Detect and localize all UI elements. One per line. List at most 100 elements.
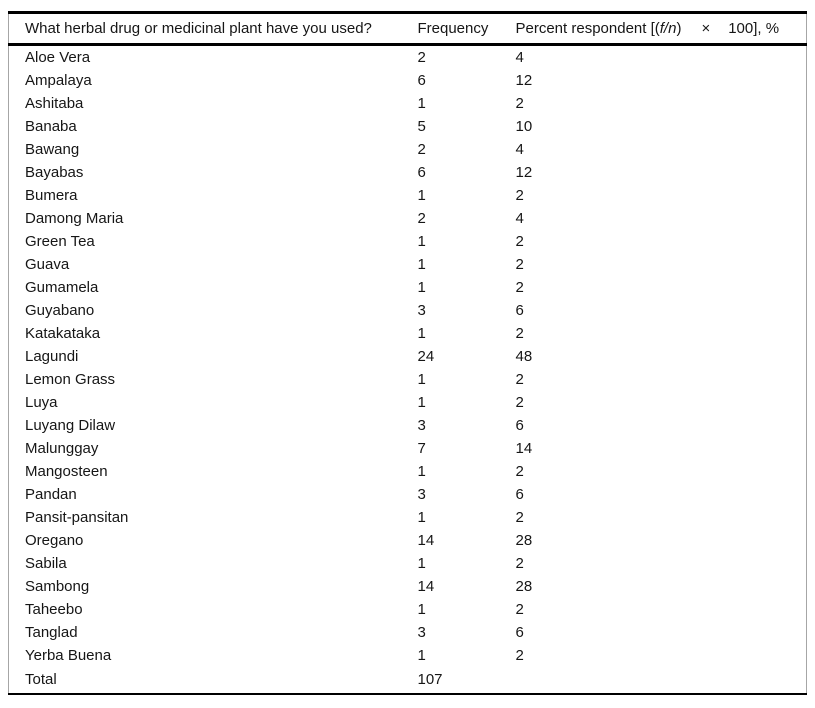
- percent-cell: 2: [515, 256, 524, 273]
- table-row: Sambong 14 28: [9, 575, 807, 598]
- table-row: Taheebo 1 2: [9, 598, 807, 621]
- percent-cell: 6: [515, 486, 524, 503]
- table-row: Malunggay 7 14: [9, 437, 807, 460]
- percent-cell: 2: [515, 394, 524, 411]
- percent-cell: 2: [515, 371, 524, 388]
- percent-cell: 10: [515, 118, 533, 135]
- frequency-cell: 1: [417, 601, 426, 618]
- total-frequency-cell: 107: [417, 671, 443, 688]
- table-row: Sabila 1 2: [9, 552, 807, 575]
- plant-name-cell: Ashitaba: [25, 95, 84, 112]
- percent-header-prefix: Percent respondent [(: [515, 20, 660, 37]
- table-row: Lemon Grass 1 2: [9, 368, 807, 391]
- table-row: Luyang Dilaw 3 6: [9, 414, 807, 437]
- frequency-cell: 2: [417, 49, 426, 66]
- frequency-cell: 3: [417, 624, 426, 641]
- table-row: Ampalaya 6 12: [9, 69, 807, 92]
- table-row: Aloe Vera 2 4: [9, 45, 807, 70]
- frequency-cell: 1: [417, 233, 426, 250]
- col-header-percent: Percent respondent [(f/n) × 100], %: [515, 12, 807, 46]
- percent-header-suffix: 100], %: [728, 20, 780, 37]
- frequency-cell: 2: [417, 210, 426, 227]
- frequency-cell: 1: [417, 555, 426, 572]
- plant-name-cell: Lagundi: [25, 348, 79, 365]
- percent-cell: 12: [515, 72, 533, 89]
- percent-cell: 6: [515, 417, 524, 434]
- frequency-cell: 24: [417, 348, 435, 365]
- plant-name-cell: Sabila: [25, 555, 67, 572]
- frequency-cell: 7: [417, 440, 426, 457]
- plant-name-cell: Bumera: [25, 187, 78, 204]
- plant-name-cell: Bayabas: [25, 164, 84, 181]
- percent-cell: 2: [515, 279, 524, 296]
- percent-cell: 12: [515, 164, 533, 181]
- table-row: Damong Maria 2 4: [9, 207, 807, 230]
- plant-name-cell: Taheebo: [25, 601, 83, 618]
- table-row: Banaba 5 10: [9, 115, 807, 138]
- plant-name-cell: Tanglad: [25, 624, 78, 641]
- plant-name-cell: Yerba Buena: [25, 647, 112, 664]
- table-row: Pansit-pansitan 1 2: [9, 506, 807, 529]
- plant-name-cell: Pansit-pansitan: [25, 509, 129, 526]
- plant-name-cell: Oregano: [25, 532, 84, 549]
- table-row: Bumera 1 2: [9, 184, 807, 207]
- frequency-cell: 1: [417, 95, 426, 112]
- total-percent-cell: [516, 667, 807, 694]
- col-header-frequency: Frequency: [417, 12, 516, 46]
- percent-cell: 2: [515, 233, 524, 250]
- frequency-cell: 1: [417, 394, 426, 411]
- plant-name-cell: Mangosteen: [25, 463, 108, 480]
- plant-name-cell: Guyabano: [25, 302, 95, 319]
- frequency-cell: 6: [417, 72, 426, 89]
- plant-name-cell: Aloe Vera: [25, 49, 91, 66]
- percent-cell: 4: [515, 210, 524, 227]
- frequency-cell: 1: [417, 279, 426, 296]
- plant-name-cell: Guava: [25, 256, 70, 273]
- percent-cell: 2: [515, 95, 524, 112]
- herbal-usage-table: What herbal drug or medicinal plant have…: [8, 11, 807, 695]
- total-section: Total 107: [9, 667, 807, 694]
- plant-name-cell: Pandan: [25, 486, 77, 503]
- plant-name-cell: Sambong: [25, 578, 90, 595]
- frequency-cell: 1: [417, 463, 426, 480]
- percent-cell: 2: [515, 555, 524, 572]
- percent-cell: 2: [515, 463, 524, 480]
- table-row: Guyabano 3 6: [9, 299, 807, 322]
- percent-cell: 14: [515, 440, 533, 457]
- col-header-question: What herbal drug or medicinal plant have…: [8, 12, 418, 46]
- frequency-cell: 5: [417, 118, 426, 135]
- percent-cell: 2: [515, 601, 524, 618]
- percent-cell: 28: [515, 578, 533, 595]
- percent-cell: 2: [515, 325, 524, 342]
- percent-header-fn: f/n: [659, 20, 677, 37]
- percent-cell: 2: [515, 647, 524, 664]
- frequency-cell: 2: [417, 141, 426, 158]
- frequency-cell: 14: [417, 578, 435, 595]
- frequency-cell: 1: [417, 647, 426, 664]
- table-header: What herbal drug or medicinal plant have…: [8, 12, 807, 46]
- total-label-cell: Total: [25, 671, 57, 688]
- percent-cell: 4: [515, 141, 524, 158]
- table-body: Aloe Vera 2 4 Ampalaya 6 12 Ashitaba 1 2…: [9, 45, 807, 668]
- table-row: Ashitaba 1 2: [9, 92, 807, 115]
- plant-name-cell: Malunggay: [25, 440, 99, 457]
- total-row: Total 107: [9, 667, 807, 694]
- table-row: Luya 1 2: [9, 391, 807, 414]
- frequency-cell: 3: [417, 302, 426, 319]
- plant-name-cell: Gumamela: [25, 279, 99, 296]
- table-row: Oregano 14 28: [9, 529, 807, 552]
- table-row: Lagundi 24 48: [9, 345, 807, 368]
- frequency-cell: 1: [417, 325, 426, 342]
- plant-name-cell: Bawang: [25, 141, 80, 158]
- percent-header-times: ×: [701, 20, 711, 37]
- percent-header-close: ): [676, 20, 682, 37]
- table-row: Tanglad 3 6: [9, 621, 807, 644]
- frequency-cell: 1: [417, 509, 426, 526]
- percent-cell: 48: [515, 348, 533, 365]
- frequency-cell: 6: [417, 164, 426, 181]
- table-row: Mangosteen 1 2: [9, 460, 807, 483]
- plant-name-cell: Lemon Grass: [25, 371, 116, 388]
- table-row: Green Tea 1 2: [9, 230, 807, 253]
- table-row: Yerba Buena 1 2: [9, 644, 807, 667]
